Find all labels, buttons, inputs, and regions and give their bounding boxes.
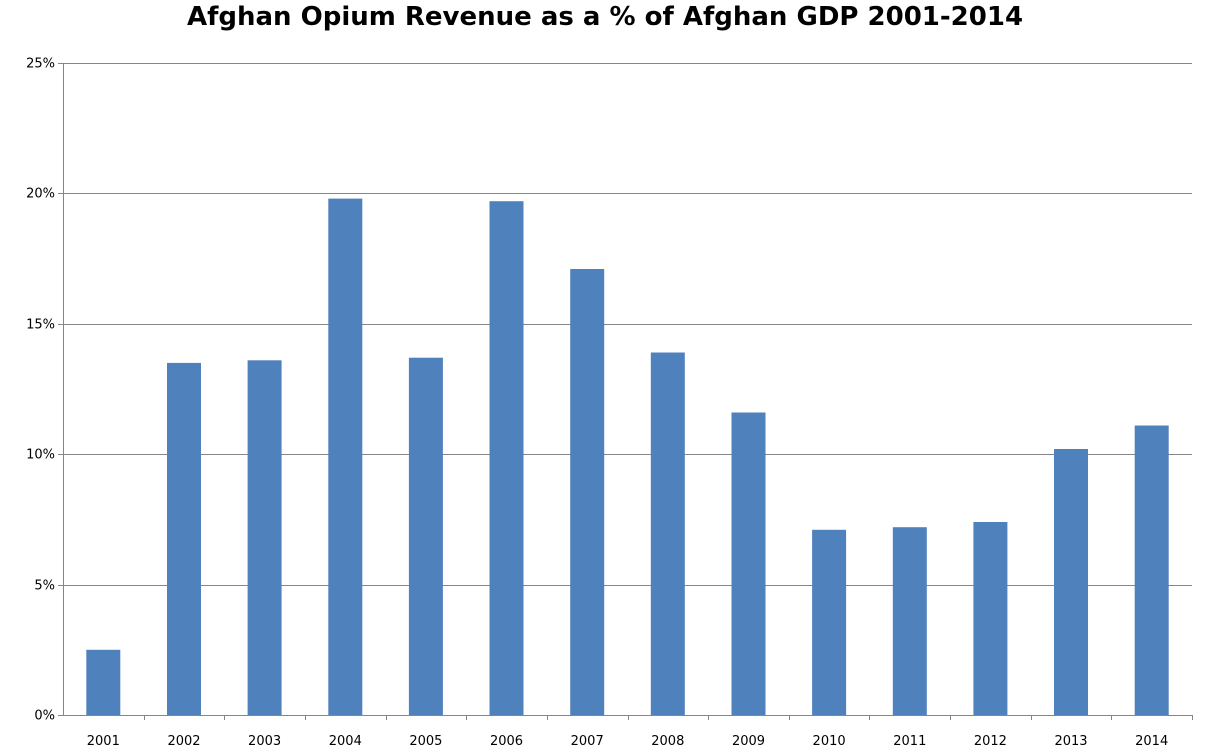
- y-tick-labels: 0% 5% 10% 15% 20% 25%: [26, 57, 55, 724]
- bar-2006: [489, 201, 524, 715]
- axes: [58, 63, 1193, 720]
- x-tick-label: 2011: [893, 734, 926, 749]
- y-tick-label: 20%: [26, 187, 55, 202]
- bar-2011: [892, 527, 927, 715]
- x-tick-label: 2008: [651, 734, 684, 749]
- y-tick-label: 25%: [26, 57, 55, 72]
- x-tick-label: 2002: [167, 734, 200, 749]
- bar-2004: [328, 198, 363, 716]
- x-tick-label: 2005: [409, 734, 442, 749]
- y-tick-label: 0%: [34, 709, 55, 724]
- chart-title: Afghan Opium Revenue as a % of Afghan GD…: [186, 2, 1024, 32]
- x-tick-label: 2001: [87, 734, 120, 749]
- x-tick-label: 2007: [571, 734, 604, 749]
- bar-2014: [1134, 425, 1169, 715]
- x-tick-label: 2009: [732, 734, 765, 749]
- bar-2013: [1054, 449, 1088, 715]
- x-tick-labels: 2001 2002 2003 2004 2005 2006 2007 2008 2009 2010…: [87, 734, 1168, 749]
- bar-2002: [167, 362, 201, 715]
- y-tick-label: 15%: [26, 318, 55, 333]
- bar-2008: [650, 352, 685, 715]
- bar-2007: [570, 269, 605, 715]
- x-tick-label: 2010: [813, 734, 846, 749]
- bar-2005: [408, 357, 443, 715]
- x-tick-label: 2004: [329, 734, 362, 749]
- y-tick-label: 5%: [34, 579, 55, 594]
- x-tick-label: 2012: [974, 734, 1007, 749]
- x-tick-label: 2006: [490, 734, 523, 749]
- y-tick-label: 10%: [26, 448, 55, 463]
- gridlines: [63, 63, 1192, 586]
- bar-2012: [973, 522, 1008, 715]
- bar-2003: [247, 360, 282, 715]
- bar-2001: [86, 649, 121, 715]
- bar-2009: [731, 412, 766, 715]
- bars: [86, 198, 1169, 716]
- x-tick-label: 2003: [248, 734, 281, 749]
- x-tick-label: 2013: [1054, 734, 1087, 749]
- bar-2010: [812, 529, 847, 715]
- x-tick-label: 2014: [1135, 734, 1168, 749]
